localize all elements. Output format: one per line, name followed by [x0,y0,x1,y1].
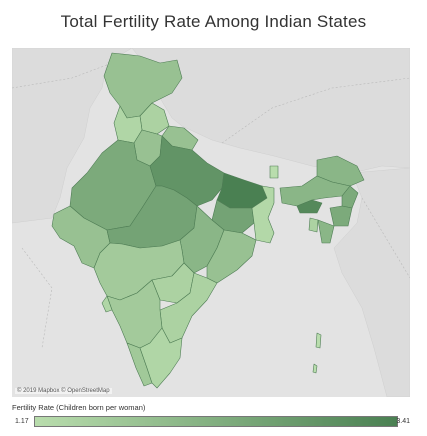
legend-title: Fertility Rate (Children born per woman) [12,403,146,412]
country-border-line [361,197,410,279]
legend-max-label: 3.41 [396,418,410,425]
country-border-line [221,77,410,144]
country-border-line [12,62,113,89]
region-west-bengal[interactable]: West Bengal [251,185,275,244]
map-title: Total Fertility Rate Among Indian States [60,12,367,31]
region-mizoram[interactable]: Mizoram [317,219,335,244]
region-nagaland[interactable]: Nagaland [341,185,359,209]
map-attribution[interactable]: © 2019 Mapbox © OpenStreetMap [15,388,112,394]
choropleth-map[interactable]: Jammu & Kashmir Himachal Pradesh Punjab … [12,48,410,397]
region-tripura[interactable]: Tripura [308,217,319,233]
map-canvas[interactable]: Jammu & Kashmir Himachal Pradesh Punjab … [12,48,410,397]
neighbour-land-north [131,48,410,174]
region-tamil-nadu[interactable]: Tamil Nadu [139,327,183,389]
region-odisha[interactable]: Odisha [206,229,257,284]
region-manipur[interactable]: Manipur [329,205,353,227]
color-legend: 1.17 3.41 [12,416,410,428]
region-meghalaya[interactable]: Meghalaya [296,199,323,214]
country-border-line [21,247,53,349]
neighbour-land-east [333,167,410,397]
region-andaman-nicobar[interactable]: Andaman & Nicobar [312,332,322,374]
region-goa[interactable]: Goa [101,295,113,313]
legend-min-label: 1.17 [15,418,29,425]
region-sikkim[interactable]: Sikkim [269,165,279,179]
legend-color-ramp [34,416,398,427]
region-gujarat[interactable]: Gujarat [51,205,111,269]
